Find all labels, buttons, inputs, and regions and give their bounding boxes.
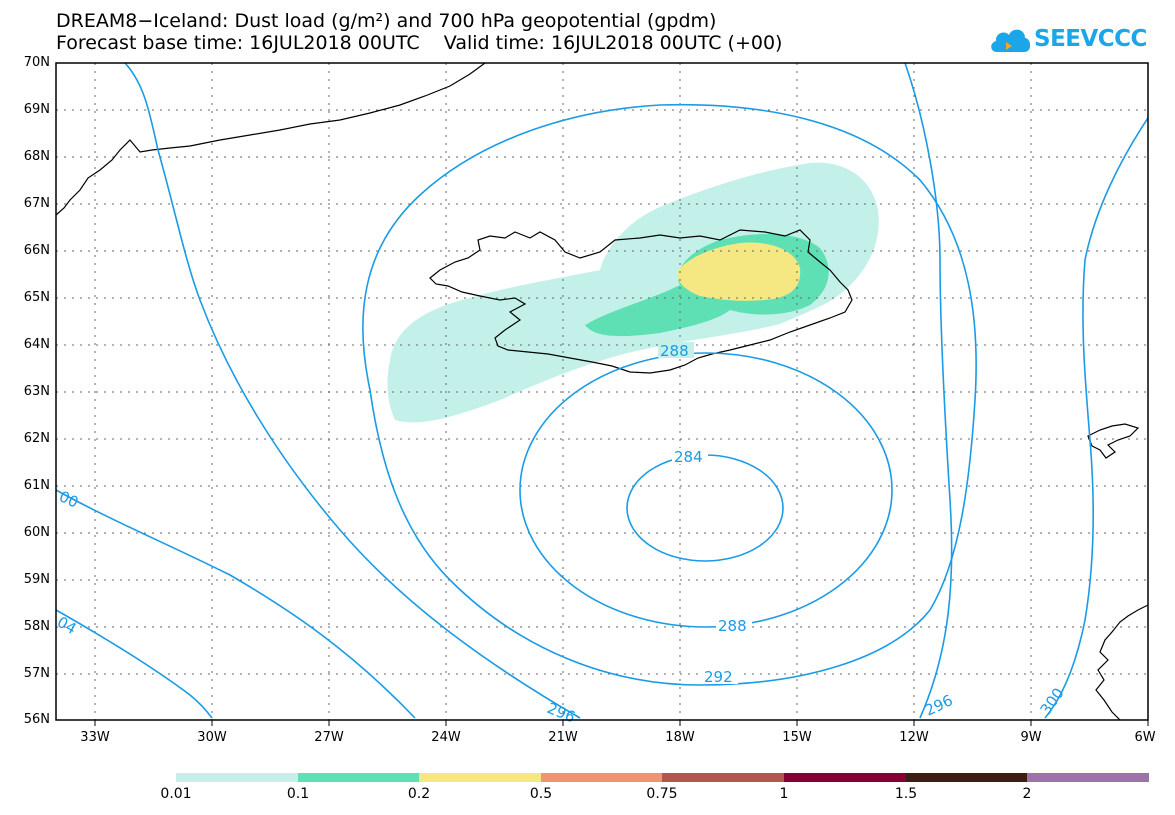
colorbar-label: 1.5 bbox=[894, 786, 918, 802]
lat-label: 58N bbox=[23, 619, 50, 634]
lat-label: 65N bbox=[23, 290, 50, 305]
contour-labels: 288 284 288 292 296 296 300 00 04 bbox=[54, 342, 1068, 726]
lat-label: 63N bbox=[23, 384, 50, 399]
axis-ticks bbox=[94, 720, 1149, 726]
coastlines bbox=[55, 62, 1149, 721]
colorbar-label: 0.75 bbox=[646, 786, 678, 802]
geopotential-contours bbox=[55, 62, 1149, 719]
lon-label: 33W bbox=[80, 730, 110, 745]
chart-title: DREAM8−Iceland: Dust load (g/m²) and 700… bbox=[56, 10, 717, 32]
contour-label-304-west: 04 bbox=[54, 613, 80, 638]
contour-284 bbox=[626, 454, 784, 562]
colorbar-swatch bbox=[784, 773, 906, 782]
lon-label: 12W bbox=[899, 730, 929, 745]
lon-label: 18W bbox=[665, 730, 695, 745]
logo-text: SEEVCCC bbox=[1034, 26, 1147, 52]
colorbar-swatch bbox=[298, 773, 419, 782]
lat-label: 57N bbox=[23, 666, 50, 681]
dust-area-0.01 bbox=[387, 162, 879, 423]
colorbar-label: 0.1 bbox=[286, 786, 310, 802]
graticule bbox=[56, 63, 1148, 720]
colorbar-label: 0.01 bbox=[160, 786, 192, 802]
dust-area-0.2 bbox=[677, 242, 801, 301]
scotland-coast bbox=[1095, 604, 1149, 721]
contour-label-292: 292 bbox=[704, 668, 733, 686]
lon-label: 6W bbox=[1134, 730, 1156, 745]
lon-label: 30W bbox=[197, 730, 227, 745]
contour-296-east bbox=[904, 62, 953, 719]
colorbar-label: 0.2 bbox=[407, 786, 431, 802]
greenland-coast bbox=[55, 62, 486, 216]
colorbar-label: 1 bbox=[779, 786, 789, 802]
cloud-icon bbox=[991, 29, 1031, 52]
iceland-coast bbox=[429, 229, 853, 374]
lat-label: 56N bbox=[23, 712, 50, 727]
colorbar-swatch bbox=[1027, 773, 1149, 782]
contour-label-296-east: 296 bbox=[922, 691, 956, 719]
contour-288 bbox=[519, 352, 893, 628]
colorbar-swatch bbox=[662, 773, 784, 782]
contour-label-300-west: 00 bbox=[56, 487, 81, 511]
lat-label: 70N bbox=[23, 55, 50, 70]
colorbar-swatch bbox=[541, 773, 662, 782]
contour-300 bbox=[55, 489, 416, 719]
lat-label: 64N bbox=[23, 337, 50, 352]
lon-label: 27W bbox=[314, 730, 344, 745]
contour-304 bbox=[55, 609, 213, 719]
lon-label: 15W bbox=[782, 730, 812, 745]
colorbar-label: 0.5 bbox=[529, 786, 553, 802]
faroe-coast bbox=[1087, 423, 1140, 459]
lat-label: 61N bbox=[23, 478, 50, 493]
seevccc-logo: SEEVCCC bbox=[988, 22, 1148, 58]
contour-label-284: 284 bbox=[674, 448, 703, 466]
contour-label-288-bottom: 288 bbox=[718, 617, 747, 635]
colorbar-swatch bbox=[176, 773, 298, 782]
lat-label: 67N bbox=[23, 196, 50, 211]
colorbar-swatch bbox=[419, 773, 541, 782]
lat-label: 66N bbox=[23, 243, 50, 258]
lon-label: 21W bbox=[548, 730, 578, 745]
lat-label: 60N bbox=[23, 525, 50, 540]
dust-load-shading bbox=[387, 162, 879, 423]
colorbar-label: 2 bbox=[1022, 786, 1032, 802]
lat-label: 69N bbox=[23, 102, 50, 117]
contour-296 bbox=[124, 62, 581, 719]
lat-label: 59N bbox=[23, 572, 50, 587]
colorbar-swatch bbox=[906, 773, 1027, 782]
chart-subtitle: Forecast base time: 16JUL2018 00UTC Vali… bbox=[56, 32, 783, 54]
lat-label: 68N bbox=[23, 149, 50, 164]
contour-300-east bbox=[1044, 117, 1149, 719]
lon-label: 9W bbox=[1020, 730, 1042, 745]
map-frame bbox=[55, 62, 1149, 721]
lon-label: 24W bbox=[431, 730, 461, 745]
contour-label-288-top: 288 bbox=[660, 342, 689, 360]
lat-label: 62N bbox=[23, 431, 50, 446]
contour-label-296-west: 296 bbox=[545, 699, 578, 726]
contour-292 bbox=[362, 103, 977, 686]
